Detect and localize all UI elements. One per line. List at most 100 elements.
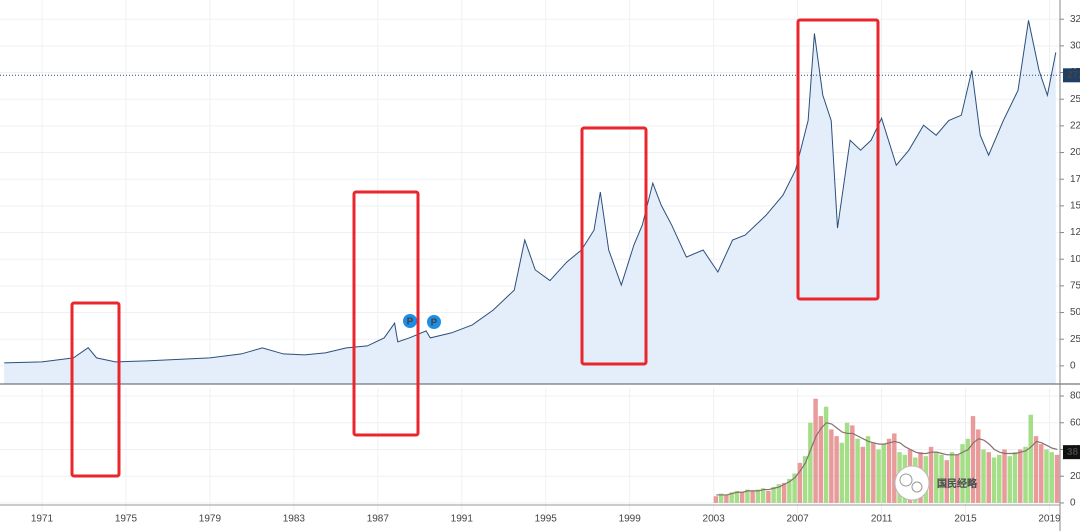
volume-bar <box>981 449 986 503</box>
x-tick-label: 1991 <box>451 514 474 525</box>
price-area <box>4 20 1056 385</box>
volume-bar <box>965 438 971 503</box>
x-tick-label: 1995 <box>535 514 558 525</box>
y-tick-label: 22500 <box>1070 121 1080 132</box>
volume-bar <box>860 446 866 503</box>
x-tick-label: 1983 <box>283 514 306 525</box>
volume-bar <box>755 489 761 503</box>
volume-bar <box>771 486 776 503</box>
volume-bar <box>991 457 997 503</box>
y-tick-label: 25000 <box>1070 94 1080 105</box>
volume-bar <box>1054 454 1060 503</box>
volume-bar <box>834 436 839 503</box>
event-marker-label: P <box>407 317 414 328</box>
volume-bar <box>802 456 808 503</box>
current-price-box <box>1063 68 1080 83</box>
volume-bar <box>1028 414 1033 503</box>
volume-bar <box>850 425 855 503</box>
volume-bar <box>892 433 897 503</box>
volume-bar <box>970 416 976 503</box>
volume-bar <box>960 444 965 503</box>
volume-bar <box>939 454 944 503</box>
x-tick-label: 2015 <box>954 514 977 525</box>
current-volume-label: 38 <box>1067 447 1079 458</box>
volume-bar <box>766 490 771 503</box>
volume-bar <box>955 454 960 503</box>
y-tick-label: 17500 <box>1070 174 1080 185</box>
watermark-icon <box>911 481 923 493</box>
volume-bar <box>823 406 829 503</box>
x-tick-label: 1975 <box>115 514 138 525</box>
current-price-label: 27240 <box>1067 70 1080 81</box>
watermark-icon <box>899 473 913 487</box>
price-line <box>4 20 1057 364</box>
volume-bar <box>1018 449 1023 503</box>
volume-bar <box>944 460 950 503</box>
volume-bar <box>729 492 734 503</box>
event-marker <box>403 314 417 328</box>
y-tick-label: 12500 <box>1070 227 1080 238</box>
volume-bar <box>986 452 991 503</box>
y-tick-label: 0 <box>1070 498 1076 509</box>
x-tick-label: 1999 <box>619 514 642 525</box>
watermark: 国民经略 <box>894 465 977 501</box>
volume-bar <box>1007 456 1012 503</box>
volume-bar <box>792 473 797 503</box>
volume-bar <box>928 446 934 503</box>
x-tick-label: 2011 <box>871 514 893 525</box>
volume-bar <box>976 429 981 503</box>
current-volume-box <box>1063 445 1080 460</box>
volume-bar <box>844 422 850 503</box>
volume-bar <box>1039 444 1044 503</box>
x-tick-label: 2007 <box>786 514 809 525</box>
volume-bar <box>724 494 729 503</box>
watermark-icon <box>894 465 930 501</box>
volume-bar <box>829 429 834 503</box>
volume-bar <box>949 452 955 503</box>
y-tick-label: 20 <box>1070 471 1080 482</box>
volume-bar <box>734 490 740 503</box>
volume-bar <box>886 438 892 503</box>
x-tick-label: 1979 <box>199 514 222 525</box>
volume-bar <box>713 496 719 503</box>
y-tick-label: 32500 <box>1070 14 1080 25</box>
y-tick-label: 20000 <box>1070 147 1080 158</box>
x-tick-label: 2003 <box>703 514 726 525</box>
y-tick-label: 30000 <box>1070 41 1080 52</box>
volume-bar <box>855 438 860 503</box>
volume-bar <box>776 484 782 503</box>
volume-bar <box>750 490 755 503</box>
volume-bar <box>839 442 845 503</box>
volume-bar <box>1012 452 1018 503</box>
volume-bar <box>760 488 766 503</box>
y-tick-label: 7500 <box>1070 281 1080 292</box>
volume-bar <box>997 454 1002 503</box>
volume-bar <box>808 422 813 503</box>
y-tick-label: 5000 <box>1070 307 1080 318</box>
y-tick-label: 15000 <box>1070 201 1080 212</box>
volume-bar <box>934 452 939 503</box>
volume-bar <box>718 493 724 503</box>
volume-bar <box>881 444 887 503</box>
x-tick-label: 1987 <box>367 514 390 525</box>
highlight-box <box>580 126 648 366</box>
watermark-text: 国民经略 <box>937 477 977 490</box>
y-tick-label: 60 <box>1070 417 1080 428</box>
y-tick-label: 10000 <box>1070 254 1080 265</box>
y-tick-label: 2500 <box>1070 334 1080 345</box>
x-tick-label: 2019 <box>1038 514 1061 525</box>
volume-bar <box>1033 436 1039 503</box>
y-tick-label: 0 <box>1070 361 1076 372</box>
volume-bar <box>865 436 871 503</box>
volume-bar <box>781 482 787 503</box>
volume-bar <box>871 442 876 503</box>
volume-bar <box>745 489 750 503</box>
volume-bar <box>1023 446 1028 503</box>
highlight-box <box>352 190 420 437</box>
y-tick-label: 80 <box>1070 391 1080 402</box>
volume-bar <box>1044 449 1049 503</box>
volume-bar <box>739 492 745 503</box>
volume-bar <box>1002 449 1007 503</box>
